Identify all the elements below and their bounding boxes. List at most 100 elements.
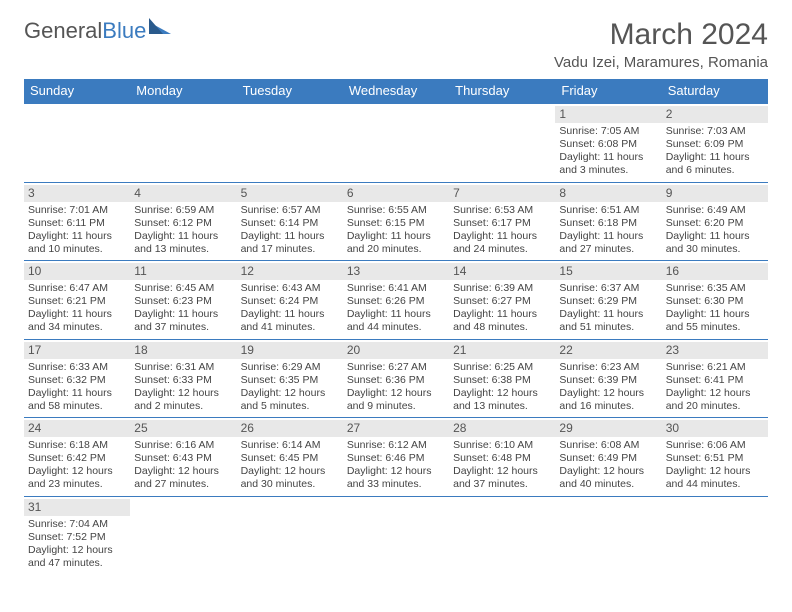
- calendar-cell: 5 Sunrise: 6:57 AMSunset: 6:14 PMDaylight…: [237, 182, 343, 261]
- day-info: Sunrise: 6:37 AMSunset: 6:29 PMDaylight:…: [559, 282, 657, 335]
- day-number: 2: [662, 106, 768, 123]
- calendar-row: 24 Sunrise: 6:18 AMSunset: 6:42 PMDayligh…: [24, 418, 768, 497]
- weekday-header: Sunday: [24, 79, 130, 103]
- calendar-cell: [24, 103, 130, 182]
- day-info: Sunrise: 6:25 AMSunset: 6:38 PMDaylight:…: [453, 361, 551, 414]
- calendar-cell: 29 Sunrise: 6:08 AMSunset: 6:49 PMDayligh…: [555, 418, 661, 497]
- calendar-cell: [449, 496, 555, 574]
- day-number: 25: [130, 420, 236, 437]
- day-info: Sunrise: 6:35 AMSunset: 6:30 PMDaylight:…: [666, 282, 764, 335]
- calendar-body: 1 Sunrise: 7:05 AMSunset: 6:08 PMDaylight…: [24, 103, 768, 574]
- day-info: Sunrise: 6:14 AMSunset: 6:45 PMDaylight:…: [241, 439, 339, 492]
- day-info: Sunrise: 7:05 AMSunset: 6:08 PMDaylight:…: [559, 125, 657, 178]
- calendar-cell: 30Sunrise: 6:06 AMSunset: 6:51 PMDayligh…: [662, 418, 768, 497]
- calendar-cell: 19Sunrise: 6:29 AMSunset: 6:35 PMDayligh…: [237, 339, 343, 418]
- calendar-cell: 22Sunrise: 6:23 AMSunset: 6:39 PMDayligh…: [555, 339, 661, 418]
- calendar-cell: 17Sunrise: 6:33 AMSunset: 6:32 PMDayligh…: [24, 339, 130, 418]
- day-info: Sunrise: 6:16 AMSunset: 6:43 PMDaylight:…: [134, 439, 232, 492]
- flag-icon: [149, 18, 171, 34]
- day-number: 10: [24, 263, 130, 280]
- day-number: 20: [343, 342, 449, 359]
- calendar-row: 10Sunrise: 6:47 AMSunset: 6:21 PMDayligh…: [24, 261, 768, 340]
- day-info: Sunrise: 6:43 AMSunset: 6:24 PMDaylight:…: [241, 282, 339, 335]
- day-number: 9: [662, 185, 768, 202]
- calendar-cell: 8 Sunrise: 6:51 AMSunset: 6:18 PMDaylight…: [555, 182, 661, 261]
- calendar-cell: 21 Sunrise: 6:25 AMSunset: 6:38 PMDayligh…: [449, 339, 555, 418]
- day-info: Sunrise: 6:06 AMSunset: 6:51 PMDaylight:…: [666, 439, 764, 492]
- day-info: Sunrise: 6:53 AMSunset: 6:17 PMDaylight:…: [453, 204, 551, 257]
- day-number: 5: [237, 185, 343, 202]
- day-number: 4: [130, 185, 236, 202]
- logo-text-1: General: [24, 18, 102, 44]
- calendar-cell: 23Sunrise: 6:21 AMSunset: 6:41 PMDayligh…: [662, 339, 768, 418]
- calendar-cell: 18 Sunrise: 6:31 AMSunset: 6:33 PMDayligh…: [130, 339, 236, 418]
- calendar-row: 31Sunrise: 7:04 AMSunset: 7:52 PMDayligh…: [24, 496, 768, 574]
- header: GeneralBlue March 2024 Vadu Izei, Maramu…: [24, 18, 768, 71]
- day-info: Sunrise: 7:04 AMSunset: 7:52 PMDaylight:…: [28, 518, 126, 571]
- calendar-cell: [237, 103, 343, 182]
- day-number: 21: [449, 342, 555, 359]
- day-info: Sunrise: 6:27 AMSunset: 6:36 PMDaylight:…: [347, 361, 445, 414]
- calendar-cell: 1 Sunrise: 7:05 AMSunset: 6:08 PMDaylight…: [555, 103, 661, 182]
- calendar-row: 3 Sunrise: 7:01 AMSunset: 6:11 PMDaylight…: [24, 182, 768, 261]
- day-info: Sunrise: 6:21 AMSunset: 6:41 PMDaylight:…: [666, 361, 764, 414]
- day-info: Sunrise: 6:49 AMSunset: 6:20 PMDaylight:…: [666, 204, 764, 257]
- calendar-cell: 26 Sunrise: 6:14 AMSunset: 6:45 PMDayligh…: [237, 418, 343, 497]
- day-number: 1: [555, 106, 661, 123]
- day-info: Sunrise: 6:12 AMSunset: 6:46 PMDaylight:…: [347, 439, 445, 492]
- calendar-cell: [130, 103, 236, 182]
- weekday-header: Friday: [555, 79, 661, 103]
- day-info: Sunrise: 6:33 AMSunset: 6:32 PMDaylight:…: [28, 361, 126, 414]
- day-number: 8: [555, 185, 661, 202]
- calendar-cell: 31Sunrise: 7:04 AMSunset: 7:52 PMDayligh…: [24, 496, 130, 574]
- day-number: 3: [24, 185, 130, 202]
- day-number: 18: [130, 342, 236, 359]
- day-info: Sunrise: 7:01 AMSunset: 6:11 PMDaylight:…: [28, 204, 126, 257]
- day-info: Sunrise: 6:51 AMSunset: 6:18 PMDaylight:…: [559, 204, 657, 257]
- calendar-cell: [343, 496, 449, 574]
- weekday-header: Thursday: [449, 79, 555, 103]
- calendar-cell: 12Sunrise: 6:43 AMSunset: 6:24 PMDayligh…: [237, 261, 343, 340]
- weekday-header: Saturday: [662, 79, 768, 103]
- day-info: Sunrise: 6:29 AMSunset: 6:35 PMDaylight:…: [241, 361, 339, 414]
- day-number: 28: [449, 420, 555, 437]
- title-block: March 2024 Vadu Izei, Maramures, Romania: [554, 18, 768, 71]
- day-info: Sunrise: 6:41 AMSunset: 6:26 PMDaylight:…: [347, 282, 445, 335]
- location: Vadu Izei, Maramures, Romania: [554, 54, 768, 71]
- calendar-cell: 11Sunrise: 6:45 AMSunset: 6:23 PMDayligh…: [130, 261, 236, 340]
- day-info: Sunrise: 6:10 AMSunset: 6:48 PMDaylight:…: [453, 439, 551, 492]
- weekday-row: SundayMondayTuesdayWednesdayThursdayFrid…: [24, 79, 768, 103]
- day-info: Sunrise: 6:08 AMSunset: 6:49 PMDaylight:…: [559, 439, 657, 492]
- day-number: 29: [555, 420, 661, 437]
- day-number: 14: [449, 263, 555, 280]
- day-number: 22: [555, 342, 661, 359]
- day-number: 24: [24, 420, 130, 437]
- calendar-cell: 3 Sunrise: 7:01 AMSunset: 6:11 PMDaylight…: [24, 182, 130, 261]
- day-number: 26: [237, 420, 343, 437]
- calendar-cell: 24 Sunrise: 6:18 AMSunset: 6:42 PMDayligh…: [24, 418, 130, 497]
- day-number: 16: [662, 263, 768, 280]
- calendar-cell: 20 Sunrise: 6:27 AMSunset: 6:36 PMDayligh…: [343, 339, 449, 418]
- weekday-header: Tuesday: [237, 79, 343, 103]
- calendar-cell: [662, 496, 768, 574]
- day-info: Sunrise: 7:03 AMSunset: 6:09 PMDaylight:…: [666, 125, 764, 178]
- calendar-row: 1 Sunrise: 7:05 AMSunset: 6:08 PMDaylight…: [24, 103, 768, 182]
- calendar-cell: 13Sunrise: 6:41 AMSunset: 6:26 PMDayligh…: [343, 261, 449, 340]
- day-info: Sunrise: 6:31 AMSunset: 6:33 PMDaylight:…: [134, 361, 232, 414]
- day-number: 6: [343, 185, 449, 202]
- day-number: 27: [343, 420, 449, 437]
- calendar-cell: 25 Sunrise: 6:16 AMSunset: 6:43 PMDayligh…: [130, 418, 236, 497]
- calendar-cell: 27 Sunrise: 6:12 AMSunset: 6:46 PMDayligh…: [343, 418, 449, 497]
- day-info: Sunrise: 6:55 AMSunset: 6:15 PMDaylight:…: [347, 204, 445, 257]
- calendar-cell: 4 Sunrise: 6:59 AMSunset: 6:12 PMDaylight…: [130, 182, 236, 261]
- calendar-cell: [237, 496, 343, 574]
- day-info: Sunrise: 6:59 AMSunset: 6:12 PMDaylight:…: [134, 204, 232, 257]
- logo-text-2: Blue: [102, 18, 146, 44]
- calendar-cell: 9 Sunrise: 6:49 AMSunset: 6:20 PMDaylight…: [662, 182, 768, 261]
- day-info: Sunrise: 6:18 AMSunset: 6:42 PMDaylight:…: [28, 439, 126, 492]
- calendar-cell: [449, 103, 555, 182]
- day-number: 15: [555, 263, 661, 280]
- day-info: Sunrise: 6:57 AMSunset: 6:14 PMDaylight:…: [241, 204, 339, 257]
- day-info: Sunrise: 6:45 AMSunset: 6:23 PMDaylight:…: [134, 282, 232, 335]
- calendar-cell: 7Sunrise: 6:53 AMSunset: 6:17 PMDaylight…: [449, 182, 555, 261]
